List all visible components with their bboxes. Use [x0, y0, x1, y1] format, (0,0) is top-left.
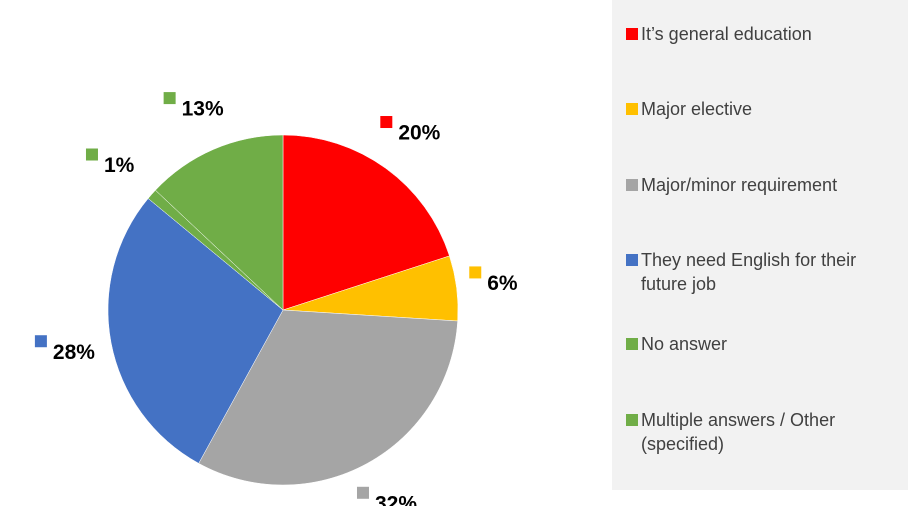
legend-item: Multiple answers / Other (specified): [626, 408, 904, 456]
legend-swatch: [626, 254, 638, 266]
data-label: 28%: [53, 341, 95, 364]
legend-label: Major/minor requirement: [641, 175, 838, 195]
legend-swatch: [626, 338, 638, 350]
pie-slice: [107, 198, 284, 464]
legend-item: It’s general education: [626, 22, 904, 46]
pie-area: 20% 6% 32% 28% 1% 13%: [34, 92, 518, 506]
legend-item: Major elective: [626, 97, 904, 121]
pie-slice: [155, 134, 284, 311]
legend: It’s general education Major elective Majo…: [612, 0, 908, 490]
legend-swatch: [626, 103, 638, 115]
data-label: 13%: [182, 98, 224, 121]
label-marker: [469, 266, 482, 279]
legend-item: Major/minor requirement: [626, 173, 904, 197]
label-marker: [34, 335, 47, 348]
label-marker: [85, 148, 98, 161]
legend-label: No answer: [641, 334, 728, 354]
data-label: 32%: [375, 492, 417, 506]
legend-label: Major elective: [641, 99, 753, 119]
data-label: 20%: [398, 122, 440, 145]
legend-swatch: [626, 179, 638, 191]
data-label: 6%: [487, 272, 518, 295]
label-marker: [163, 92, 176, 105]
pie-slice: [282, 134, 450, 311]
legend-item: No answer: [626, 332, 904, 356]
data-label: 1%: [104, 154, 135, 177]
legend-swatch: [626, 28, 638, 40]
legend-swatch: [626, 414, 638, 426]
legend-item: They need English for their future job: [626, 248, 904, 296]
legend-label: It’s general education: [641, 24, 812, 44]
label-marker: [380, 116, 393, 129]
label-marker: [356, 486, 369, 499]
legend-label: Multiple answers / Other (specified): [641, 410, 836, 454]
pie-slice: [198, 309, 458, 486]
legend-label: They need English for their future job: [641, 250, 857, 294]
